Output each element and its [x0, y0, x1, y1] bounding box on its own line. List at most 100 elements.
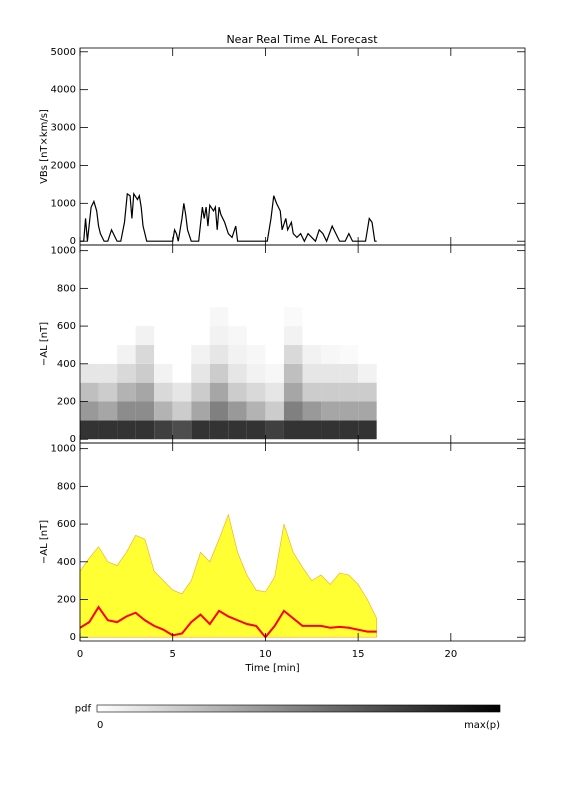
colorbar — [96, 704, 501, 713]
heat-cell — [228, 363, 247, 383]
heat-cell — [154, 363, 173, 383]
heat-cell — [191, 326, 210, 345]
y-tick-label: 0 — [70, 236, 76, 247]
area — [79, 513, 377, 638]
heat-cell — [283, 420, 303, 440]
heat-cell — [265, 420, 284, 440]
heat-cell — [172, 363, 192, 383]
heat-cell — [80, 382, 99, 402]
heat-cell — [302, 382, 322, 402]
heat-cell — [117, 363, 136, 383]
heat-cell — [209, 420, 229, 440]
y-tick-label: 800 — [57, 283, 76, 294]
heat-cell — [228, 326, 247, 345]
heat-cell — [302, 307, 322, 327]
heat-cell — [172, 307, 192, 327]
heat-cell — [228, 420, 247, 440]
heat-cell — [321, 420, 340, 440]
heat-cell — [302, 363, 322, 383]
heat-cell — [172, 382, 192, 402]
heat-cell — [209, 401, 229, 421]
heat-cell — [246, 307, 266, 327]
heat-cell — [265, 363, 284, 383]
heat-cell — [172, 401, 192, 421]
heat-cell — [117, 307, 136, 327]
heat-cell — [135, 401, 155, 421]
heat-cell — [358, 382, 377, 402]
y-tick-label: 1000 — [51, 198, 76, 209]
y-tick-label: 600 — [57, 519, 76, 530]
heat-cell — [172, 420, 192, 440]
heat-cell — [265, 344, 284, 364]
line — [79, 605, 377, 639]
heat-cell — [117, 401, 136, 421]
heat-cell — [191, 307, 210, 327]
y-tick-label: 400 — [57, 557, 76, 568]
heat-cell — [154, 401, 173, 421]
y-tick-label: 200 — [57, 595, 76, 606]
heat-cell — [339, 401, 359, 421]
heat-cell — [358, 363, 377, 383]
y-tick-label: 800 — [57, 481, 76, 492]
heat-cell — [135, 420, 155, 440]
y-tick-label: 3000 — [51, 123, 76, 134]
heat-cell — [154, 326, 173, 345]
heat-cell — [80, 420, 99, 440]
heat-cell — [339, 363, 359, 383]
heat-cell — [302, 344, 322, 364]
heat-cell — [246, 420, 266, 440]
y-axis-label: −AL [nT] — [39, 322, 50, 366]
heat-cell — [98, 382, 118, 402]
x-tick-label: 0 — [77, 649, 83, 660]
heat-cell — [191, 344, 210, 364]
heat-cell — [154, 382, 173, 402]
heat-cell — [246, 363, 266, 383]
y-tick-label: 400 — [57, 359, 76, 370]
heat-cell — [321, 363, 340, 383]
y-tick-label: 0 — [70, 434, 76, 445]
x-tick-label: 20 — [444, 649, 457, 660]
y-tick-label: 5000 — [51, 47, 76, 58]
heat-cell — [321, 344, 340, 364]
heat-cell — [283, 326, 303, 345]
heat-cell — [339, 307, 359, 327]
heat-cell — [98, 344, 118, 364]
heat-cell — [358, 344, 377, 364]
heat-cell — [321, 326, 340, 345]
heat-cell — [358, 420, 377, 440]
heat-cell — [191, 382, 210, 402]
chart-title: Near Real Time AL Forecast — [226, 33, 378, 46]
heat-cell — [265, 307, 284, 327]
heat-cell — [283, 401, 303, 421]
y-tick-label: 1000 — [51, 246, 76, 257]
heat-cell — [228, 401, 247, 421]
colorbar-label: pdf — [75, 704, 92, 715]
heat-cell — [117, 420, 136, 440]
heat-cell — [339, 344, 359, 364]
x-tick-label: 10 — [259, 649, 272, 660]
heat-cell — [358, 307, 377, 327]
heat-cell — [172, 344, 192, 364]
heat-cell — [228, 307, 247, 327]
y-axis-label: −AL [nT] — [39, 520, 50, 564]
colorbar-tick-label: 0 — [97, 720, 103, 731]
heat-cell — [135, 344, 155, 364]
heat-cell — [80, 363, 99, 383]
heat-cell — [246, 326, 266, 345]
heat-cell — [135, 382, 155, 402]
heat-cell — [191, 363, 210, 383]
x-axis-label: Time [min] — [244, 663, 299, 674]
heat-cell — [228, 382, 247, 402]
heat-cell — [321, 382, 340, 402]
heat-cell — [283, 344, 303, 364]
heat-cell — [80, 344, 99, 364]
heat-cell — [265, 401, 284, 421]
heat-cell — [358, 326, 377, 345]
heat-cell — [98, 363, 118, 383]
heat-cell — [302, 401, 322, 421]
plot-frame — [79, 47, 526, 246]
y-tick-label: 2000 — [51, 160, 76, 171]
heat-cell — [135, 363, 155, 383]
